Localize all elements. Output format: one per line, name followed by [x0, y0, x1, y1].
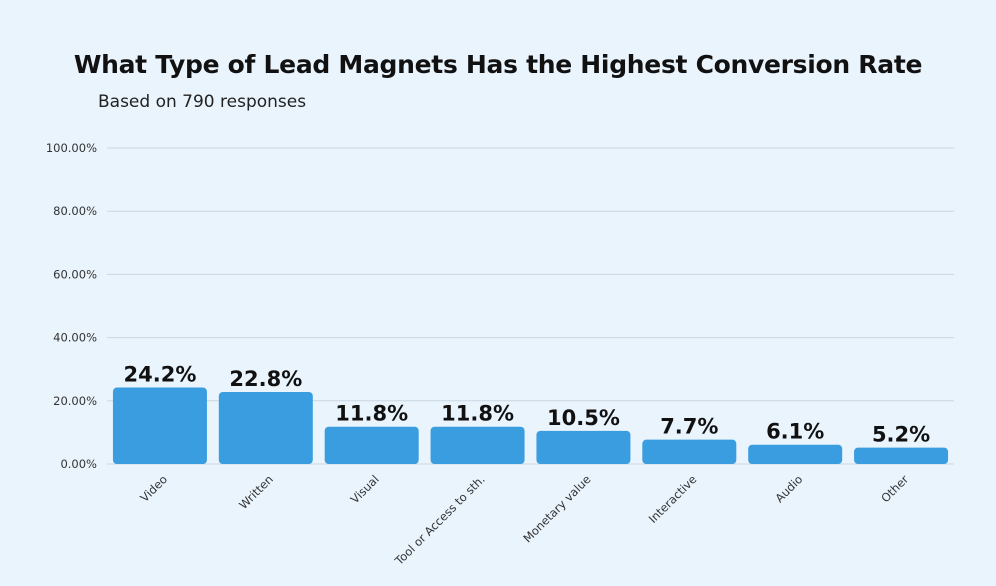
data-label: 24.2% — [124, 363, 197, 387]
data-label: 7.7% — [660, 415, 718, 439]
bar — [854, 447, 949, 464]
bar — [112, 387, 207, 464]
bar — [642, 439, 737, 464]
y-tick-label: 60.00% — [53, 267, 97, 281]
x-tick-label: Video — [137, 472, 170, 505]
chart-subtitle: Based on 790 responses — [98, 92, 307, 112]
x-tick-label: Audio — [772, 472, 805, 505]
data-label: 22.8% — [229, 367, 302, 391]
x-tick-label: Other — [878, 472, 911, 505]
x-tick-label: Written — [236, 472, 276, 512]
bar — [324, 426, 419, 464]
bar — [430, 426, 525, 464]
y-tick-label: 20.00% — [53, 394, 97, 408]
y-tick-label: 100.00% — [46, 141, 97, 155]
data-label: 5.2% — [872, 423, 930, 447]
data-label: 10.5% — [547, 406, 620, 430]
bar — [218, 391, 313, 464]
bar — [536, 430, 631, 464]
data-label: 6.1% — [766, 420, 824, 444]
y-tick-label: 40.00% — [53, 331, 97, 345]
y-tick-label: 80.00% — [53, 204, 97, 218]
x-tick-label: Interactive — [646, 472, 700, 526]
bar — [748, 444, 843, 464]
x-tick-label: Monetary value — [520, 472, 593, 545]
chart-title: What Type of Lead Magnets Has the Highes… — [73, 50, 923, 79]
data-label: 11.8% — [335, 402, 408, 426]
data-label: 11.8% — [441, 402, 514, 426]
x-tick-label: Tool or Access to sth. — [391, 472, 487, 568]
x-tick-label: Visual — [348, 472, 382, 506]
y-tick-label: 0.00% — [60, 457, 97, 471]
